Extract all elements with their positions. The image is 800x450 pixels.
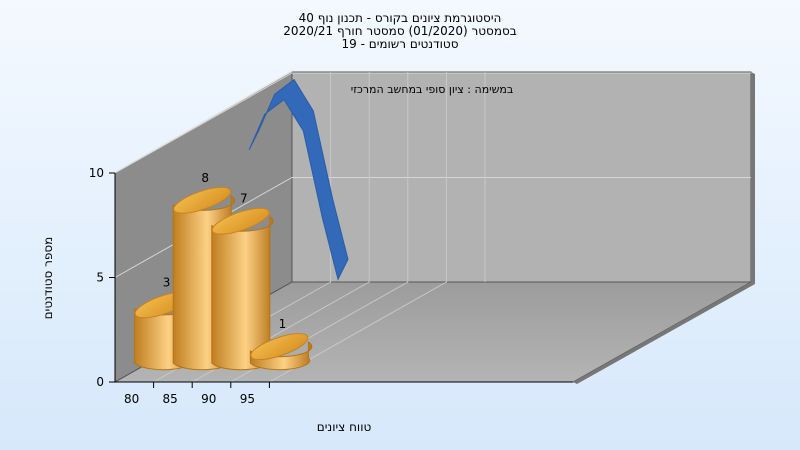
y-tick-label: 0 (96, 375, 104, 389)
y-axis: 0 5 10 (89, 166, 116, 389)
x-ticks: 80 85 90 95 (124, 382, 270, 406)
y-tick-label: 10 (89, 166, 104, 180)
x-axis: 80 85 90 95 (115, 381, 573, 406)
bar: 1 (249, 317, 313, 371)
back-wall-edge (751, 72, 755, 284)
x-tick-label: 90 (201, 392, 216, 406)
bars: 3 8 7 1 (134, 171, 313, 371)
bar-value-label: 1 (279, 317, 287, 331)
bar-top (211, 207, 270, 235)
title-line-3: סטודנטים רשומים - 19 (341, 37, 458, 51)
box-top-edge (115, 69, 294, 173)
bar-top (173, 186, 232, 214)
chart-title: היסטוגרמת ציונים בקורס - תכנון נוף 40 בס… (283, 11, 516, 51)
distribution-curve (248, 78, 349, 281)
x-tick-label: 85 (163, 392, 178, 406)
x-tick-label: 95 (240, 392, 255, 406)
y-ticks: 0 5 10 (89, 166, 115, 389)
x-gridline (269, 72, 447, 383)
bar-value-label: 3 (163, 275, 171, 289)
bar: 7 (211, 192, 274, 371)
bar-value-label: 7 (240, 192, 248, 206)
y-tick-label: 5 (96, 271, 104, 285)
bar-top (250, 333, 309, 361)
y-axis-label: מספר סטודנטים (41, 237, 55, 320)
x-tick-label: 80 (124, 392, 139, 406)
title-line-1: היסטוגרמת ציונים בקורס - תכנון נוף 40 (299, 11, 502, 25)
title-line-2: בסמסטר (01/2020) סמסטר חורף 2020/21 (283, 24, 516, 38)
chart-subtitle: במשימה : ציון סופי במחשב המרכזי (351, 83, 514, 96)
x-axis-label: טווח ציונים (317, 420, 372, 434)
floor-edge (573, 282, 755, 384)
bar-value-label: 8 (201, 171, 209, 185)
y-gridline (114, 72, 751, 174)
